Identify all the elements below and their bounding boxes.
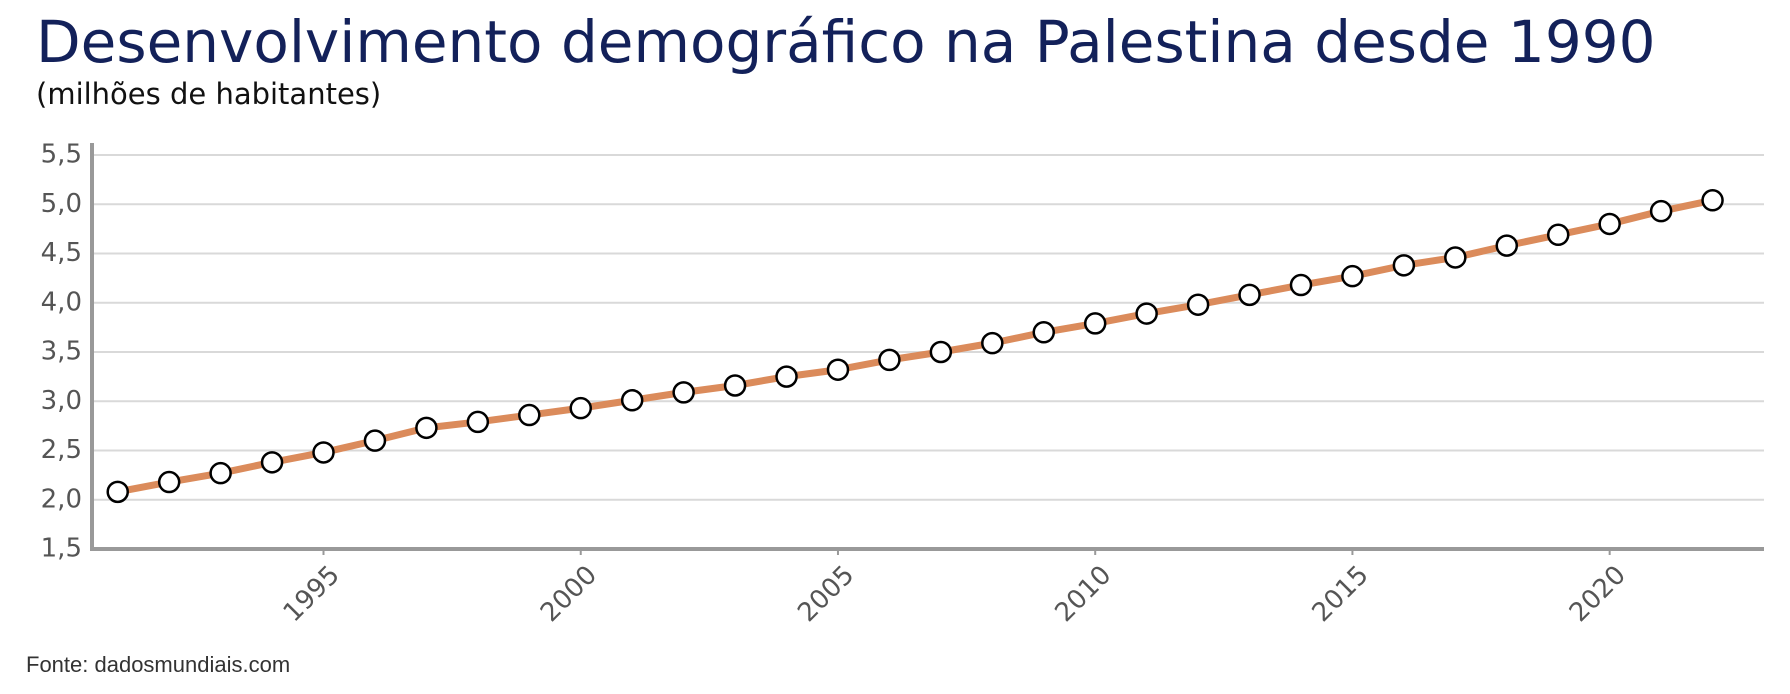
marker	[106, 480, 129, 504]
marker	[723, 374, 747, 397]
marker	[1701, 189, 1724, 212]
x-tick-label: 2010	[1049, 560, 1117, 628]
marker	[1289, 273, 1313, 297]
marker	[466, 410, 490, 434]
marker	[1649, 199, 1673, 223]
marker	[569, 396, 592, 420]
y-tick-label: 5,0	[41, 189, 82, 219]
marker	[1135, 302, 1158, 325]
marker	[260, 451, 284, 474]
x-tick-label: 1995	[278, 560, 346, 628]
marker	[518, 403, 541, 427]
x-tick-label: 2015	[1307, 560, 1375, 628]
marker	[672, 381, 695, 404]
marker	[209, 461, 232, 485]
marker	[929, 340, 953, 364]
y-tick-label: 2,5	[41, 435, 82, 465]
marker	[775, 365, 798, 388]
y-tick-label: 1,5	[41, 534, 82, 564]
marker	[1032, 321, 1056, 344]
chart-subtitle: (milhões de habitantes)	[36, 77, 381, 111]
source: Fonte: dadosmundiais.com	[26, 652, 290, 677]
marker	[826, 358, 850, 381]
y-tick-label: 4,0	[41, 287, 82, 317]
x-tick-label: 2020	[1564, 560, 1632, 628]
marker	[1392, 254, 1416, 277]
y-tick-label: 5,5	[41, 140, 82, 170]
marker	[415, 416, 438, 440]
marker	[1186, 293, 1210, 316]
marker	[1444, 246, 1467, 269]
y-tick-label: 3,5	[41, 337, 82, 367]
marker	[1546, 223, 1570, 247]
marker	[363, 429, 387, 452]
x-tick-label: 2005	[792, 560, 860, 628]
marker	[981, 331, 1004, 355]
line	[117, 196, 1714, 496]
marker	[1341, 264, 1364, 288]
marker	[1083, 312, 1107, 335]
y-tick-label: 2,0	[41, 484, 82, 514]
chart-title: Desenvolvimento demográfico na Palestina…	[36, 8, 1656, 76]
y-tick-label: 4,5	[41, 238, 82, 268]
marker	[157, 470, 181, 494]
x-tick-label: 2000	[535, 560, 603, 628]
marker	[312, 441, 335, 464]
marker	[620, 389, 644, 412]
y-tick-label: 3,0	[41, 386, 82, 416]
marker	[1495, 234, 1519, 257]
marker	[1598, 212, 1621, 236]
marker	[1238, 283, 1261, 307]
marker	[878, 348, 901, 372]
